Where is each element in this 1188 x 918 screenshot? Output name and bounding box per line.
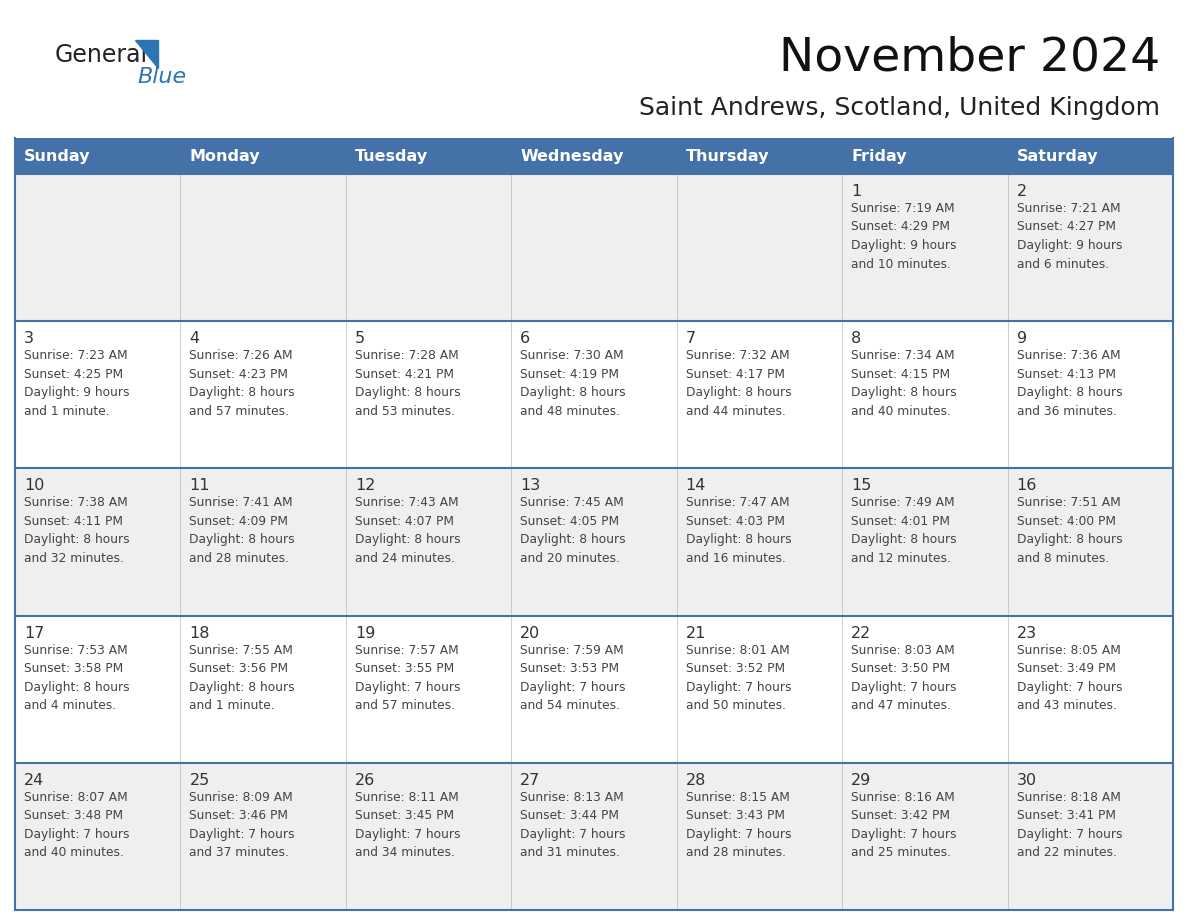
Bar <box>346 138 511 174</box>
Text: 12: 12 <box>355 478 375 493</box>
Text: Saint Andrews, Scotland, United Kingdom: Saint Andrews, Scotland, United Kingdom <box>639 96 1159 120</box>
Text: Sunrise: 7:59 AM
Sunset: 3:53 PM
Daylight: 7 hours
and 54 minutes.: Sunrise: 7:59 AM Sunset: 3:53 PM Dayligh… <box>520 644 626 712</box>
Text: Sunrise: 8:03 AM
Sunset: 3:50 PM
Daylight: 7 hours
and 47 minutes.: Sunrise: 8:03 AM Sunset: 3:50 PM Dayligh… <box>851 644 956 712</box>
Text: Sunrise: 8:13 AM
Sunset: 3:44 PM
Daylight: 7 hours
and 31 minutes.: Sunrise: 8:13 AM Sunset: 3:44 PM Dayligh… <box>520 790 626 859</box>
Text: Sunday: Sunday <box>24 149 90 163</box>
Text: Sunrise: 7:34 AM
Sunset: 4:15 PM
Daylight: 8 hours
and 40 minutes.: Sunrise: 7:34 AM Sunset: 4:15 PM Dayligh… <box>851 349 956 418</box>
Text: Sunrise: 7:55 AM
Sunset: 3:56 PM
Daylight: 8 hours
and 1 minute.: Sunrise: 7:55 AM Sunset: 3:56 PM Dayligh… <box>189 644 295 712</box>
Bar <box>511 138 677 174</box>
Text: Sunrise: 8:15 AM
Sunset: 3:43 PM
Daylight: 7 hours
and 28 minutes.: Sunrise: 8:15 AM Sunset: 3:43 PM Dayligh… <box>685 790 791 859</box>
Text: Saturday: Saturday <box>1017 149 1098 163</box>
Bar <box>15 616 1173 763</box>
Text: Sunrise: 7:51 AM
Sunset: 4:00 PM
Daylight: 8 hours
and 8 minutes.: Sunrise: 7:51 AM Sunset: 4:00 PM Dayligh… <box>1017 497 1123 565</box>
Bar <box>15 138 181 174</box>
Text: Sunrise: 7:32 AM
Sunset: 4:17 PM
Daylight: 8 hours
and 44 minutes.: Sunrise: 7:32 AM Sunset: 4:17 PM Dayligh… <box>685 349 791 418</box>
Bar <box>1007 138 1173 174</box>
Text: Wednesday: Wednesday <box>520 149 624 163</box>
Text: Monday: Monday <box>189 149 260 163</box>
Bar <box>15 468 1173 616</box>
Text: 22: 22 <box>851 625 871 641</box>
Text: Friday: Friday <box>851 149 906 163</box>
Text: General: General <box>55 43 148 67</box>
Text: 14: 14 <box>685 478 706 493</box>
Text: Sunrise: 8:09 AM
Sunset: 3:46 PM
Daylight: 7 hours
and 37 minutes.: Sunrise: 8:09 AM Sunset: 3:46 PM Dayligh… <box>189 790 295 859</box>
Text: Sunrise: 8:18 AM
Sunset: 3:41 PM
Daylight: 7 hours
and 22 minutes.: Sunrise: 8:18 AM Sunset: 3:41 PM Dayligh… <box>1017 790 1123 859</box>
Text: 27: 27 <box>520 773 541 788</box>
Text: 23: 23 <box>1017 625 1037 641</box>
Text: 7: 7 <box>685 331 696 346</box>
Text: Sunrise: 7:30 AM
Sunset: 4:19 PM
Daylight: 8 hours
and 48 minutes.: Sunrise: 7:30 AM Sunset: 4:19 PM Dayligh… <box>520 349 626 418</box>
Text: 5: 5 <box>355 331 365 346</box>
Text: 18: 18 <box>189 625 210 641</box>
Text: Tuesday: Tuesday <box>355 149 428 163</box>
Bar <box>842 138 1007 174</box>
Text: 9: 9 <box>1017 331 1026 346</box>
Text: 24: 24 <box>24 773 44 788</box>
Text: 16: 16 <box>1017 478 1037 493</box>
Text: Sunrise: 7:26 AM
Sunset: 4:23 PM
Daylight: 8 hours
and 57 minutes.: Sunrise: 7:26 AM Sunset: 4:23 PM Dayligh… <box>189 349 295 418</box>
Text: Sunrise: 8:16 AM
Sunset: 3:42 PM
Daylight: 7 hours
and 25 minutes.: Sunrise: 8:16 AM Sunset: 3:42 PM Dayligh… <box>851 790 956 859</box>
Text: 1: 1 <box>851 184 861 199</box>
Text: Sunrise: 7:43 AM
Sunset: 4:07 PM
Daylight: 8 hours
and 24 minutes.: Sunrise: 7:43 AM Sunset: 4:07 PM Dayligh… <box>355 497 461 565</box>
Text: Blue: Blue <box>137 67 187 87</box>
Text: Sunrise: 7:28 AM
Sunset: 4:21 PM
Daylight: 8 hours
and 53 minutes.: Sunrise: 7:28 AM Sunset: 4:21 PM Dayligh… <box>355 349 461 418</box>
Text: Sunrise: 7:19 AM
Sunset: 4:29 PM
Daylight: 9 hours
and 10 minutes.: Sunrise: 7:19 AM Sunset: 4:29 PM Dayligh… <box>851 202 956 271</box>
Text: Sunrise: 7:41 AM
Sunset: 4:09 PM
Daylight: 8 hours
and 28 minutes.: Sunrise: 7:41 AM Sunset: 4:09 PM Dayligh… <box>189 497 295 565</box>
Text: 28: 28 <box>685 773 706 788</box>
Text: Sunrise: 7:45 AM
Sunset: 4:05 PM
Daylight: 8 hours
and 20 minutes.: Sunrise: 7:45 AM Sunset: 4:05 PM Dayligh… <box>520 497 626 565</box>
Text: 3: 3 <box>24 331 34 346</box>
Text: Sunrise: 7:38 AM
Sunset: 4:11 PM
Daylight: 8 hours
and 32 minutes.: Sunrise: 7:38 AM Sunset: 4:11 PM Dayligh… <box>24 497 129 565</box>
Text: Thursday: Thursday <box>685 149 769 163</box>
Text: Sunrise: 7:21 AM
Sunset: 4:27 PM
Daylight: 9 hours
and 6 minutes.: Sunrise: 7:21 AM Sunset: 4:27 PM Dayligh… <box>1017 202 1123 271</box>
Text: 15: 15 <box>851 478 872 493</box>
Text: Sunrise: 7:23 AM
Sunset: 4:25 PM
Daylight: 9 hours
and 1 minute.: Sunrise: 7:23 AM Sunset: 4:25 PM Dayligh… <box>24 349 129 418</box>
Text: Sunrise: 7:53 AM
Sunset: 3:58 PM
Daylight: 8 hours
and 4 minutes.: Sunrise: 7:53 AM Sunset: 3:58 PM Dayligh… <box>24 644 129 712</box>
Text: 6: 6 <box>520 331 530 346</box>
Text: 8: 8 <box>851 331 861 346</box>
Text: November 2024: November 2024 <box>779 36 1159 81</box>
Text: 4: 4 <box>189 331 200 346</box>
Text: 2: 2 <box>1017 184 1026 199</box>
Text: Sunrise: 7:49 AM
Sunset: 4:01 PM
Daylight: 8 hours
and 12 minutes.: Sunrise: 7:49 AM Sunset: 4:01 PM Dayligh… <box>851 497 956 565</box>
Text: Sunrise: 7:36 AM
Sunset: 4:13 PM
Daylight: 8 hours
and 36 minutes.: Sunrise: 7:36 AM Sunset: 4:13 PM Dayligh… <box>1017 349 1123 418</box>
Text: 26: 26 <box>355 773 375 788</box>
Text: 21: 21 <box>685 625 706 641</box>
Text: 19: 19 <box>355 625 375 641</box>
Text: 30: 30 <box>1017 773 1037 788</box>
Bar <box>15 763 1173 910</box>
Text: 20: 20 <box>520 625 541 641</box>
Text: Sunrise: 8:07 AM
Sunset: 3:48 PM
Daylight: 7 hours
and 40 minutes.: Sunrise: 8:07 AM Sunset: 3:48 PM Dayligh… <box>24 790 129 859</box>
Bar <box>15 321 1173 468</box>
Text: 25: 25 <box>189 773 209 788</box>
Text: Sunrise: 7:57 AM
Sunset: 3:55 PM
Daylight: 7 hours
and 57 minutes.: Sunrise: 7:57 AM Sunset: 3:55 PM Dayligh… <box>355 644 461 712</box>
Text: 29: 29 <box>851 773 871 788</box>
Bar <box>181 138 346 174</box>
Text: 13: 13 <box>520 478 541 493</box>
Text: Sunrise: 8:11 AM
Sunset: 3:45 PM
Daylight: 7 hours
and 34 minutes.: Sunrise: 8:11 AM Sunset: 3:45 PM Dayligh… <box>355 790 461 859</box>
Text: 11: 11 <box>189 478 210 493</box>
Text: Sunrise: 8:05 AM
Sunset: 3:49 PM
Daylight: 7 hours
and 43 minutes.: Sunrise: 8:05 AM Sunset: 3:49 PM Dayligh… <box>1017 644 1123 712</box>
Polygon shape <box>135 40 158 68</box>
Bar <box>677 138 842 174</box>
Bar <box>15 174 1173 321</box>
Text: Sunrise: 7:47 AM
Sunset: 4:03 PM
Daylight: 8 hours
and 16 minutes.: Sunrise: 7:47 AM Sunset: 4:03 PM Dayligh… <box>685 497 791 565</box>
Text: Sunrise: 8:01 AM
Sunset: 3:52 PM
Daylight: 7 hours
and 50 minutes.: Sunrise: 8:01 AM Sunset: 3:52 PM Dayligh… <box>685 644 791 712</box>
Text: 10: 10 <box>24 478 44 493</box>
Text: 17: 17 <box>24 625 44 641</box>
